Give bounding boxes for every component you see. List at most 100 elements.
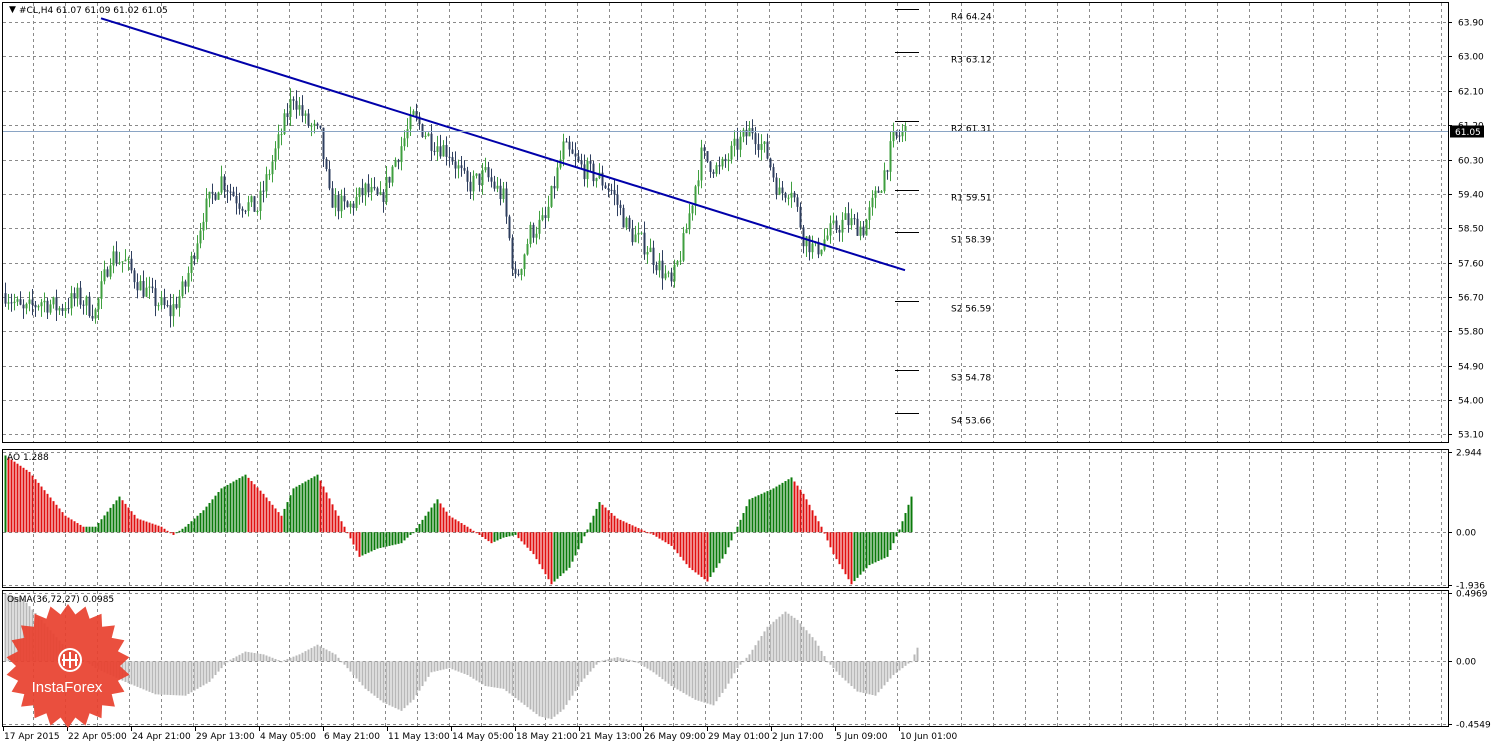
histogram-bar — [58, 508, 61, 533]
histogram-bar — [214, 661, 217, 676]
histogram-bar — [808, 504, 811, 533]
candle-body — [85, 296, 88, 306]
candle-body — [187, 272, 190, 287]
ao-panel-frame — [2, 449, 1449, 588]
y-tick-label: 61.20 — [1458, 122, 1484, 132]
candle-body — [445, 145, 448, 157]
histogram-bar — [760, 493, 763, 533]
histogram-bar — [274, 658, 277, 662]
candle-body — [646, 252, 649, 255]
candle-body — [313, 123, 316, 126]
histogram-bar — [520, 661, 523, 703]
histogram-bar — [187, 523, 190, 533]
candle-body — [877, 190, 880, 193]
histogram-bar — [67, 517, 70, 533]
histogram-bar — [517, 661, 520, 701]
candle-body — [130, 258, 133, 271]
histogram-bar — [253, 652, 256, 662]
candle-body — [682, 233, 685, 261]
histogram-bar — [862, 661, 865, 693]
candle-body — [343, 195, 346, 202]
histogram-bar — [541, 661, 544, 718]
histogram-bar — [427, 511, 430, 533]
candle-body — [253, 196, 256, 212]
histogram-bar — [715, 661, 718, 702]
x-tick-label: 29 May 01:00 — [708, 732, 770, 742]
histogram-bar — [718, 532, 721, 564]
histogram-bar — [763, 631, 766, 662]
histogram-bar — [616, 518, 619, 533]
ao-axis: 2.944 0.00 -1.936 — [1448, 449, 1485, 592]
candle-body — [394, 159, 397, 167]
histogram-bar — [427, 661, 430, 677]
candle-body — [400, 146, 403, 163]
candle-body — [631, 228, 634, 243]
histogram-bar — [109, 507, 112, 533]
candle-body — [529, 224, 532, 244]
histogram-bar — [814, 640, 817, 662]
histogram-bar — [868, 532, 871, 566]
candle-body — [487, 167, 490, 178]
candle-body — [667, 272, 670, 274]
candle-body — [277, 134, 280, 149]
candle-body — [457, 165, 460, 169]
histogram-bar — [457, 521, 460, 533]
trendline-segment[interactable] — [100, 17, 906, 272]
histogram-bar — [817, 521, 820, 533]
histogram-bar — [91, 526, 94, 533]
histogram-bar — [184, 526, 187, 533]
histogram-bar — [646, 661, 649, 669]
histogram-bar — [835, 532, 838, 560]
histogram-bar — [4, 593, 7, 662]
histogram-bar — [604, 507, 607, 533]
candle-body — [163, 297, 166, 306]
histogram-bar — [724, 661, 727, 689]
menu-triangle-icon[interactable]: ▼ — [9, 5, 16, 15]
histogram-bar — [364, 661, 367, 689]
histogram-bar — [166, 661, 169, 695]
ao-panel-grid — [3, 450, 1448, 587]
histogram-bar — [829, 532, 832, 548]
histogram-bar — [322, 647, 325, 662]
candle-body — [463, 168, 466, 171]
candle-body — [595, 178, 598, 182]
histogram-bar — [682, 661, 685, 693]
histogram-bar — [13, 596, 16, 662]
candle-body — [58, 308, 61, 311]
candle-body — [610, 189, 613, 191]
histogram-bar — [760, 636, 763, 662]
candle-body — [4, 293, 7, 304]
candle-body — [622, 207, 625, 228]
histogram-bar — [502, 532, 505, 538]
histogram-bar — [823, 532, 826, 534]
histogram-bar — [115, 500, 118, 533]
candle-body — [448, 156, 451, 158]
histogram-bar — [331, 652, 334, 662]
histogram-bar — [664, 532, 667, 543]
candle-body — [469, 181, 472, 192]
histogram-bar — [619, 519, 622, 533]
histogram-bar — [193, 518, 196, 533]
candle-body — [847, 213, 850, 226]
histogram-bar — [301, 652, 304, 662]
histogram-bar — [667, 532, 670, 545]
candle-body — [751, 127, 754, 134]
histogram-bar — [484, 532, 487, 540]
histogram-bar — [307, 479, 310, 533]
histogram-bar — [868, 661, 871, 695]
histogram-bar — [610, 513, 613, 533]
candle-body — [436, 146, 439, 152]
histogram-bar — [4, 455, 7, 533]
histogram-bar — [583, 661, 586, 679]
pivot-label-s4: S4 53.66 — [951, 417, 991, 427]
histogram-bar — [325, 492, 328, 533]
osma-histogram — [4, 593, 919, 720]
histogram-bar — [292, 488, 295, 533]
candle-body — [202, 221, 205, 231]
histogram-bar — [244, 474, 247, 533]
candle-body — [538, 219, 541, 234]
histogram-bar — [445, 661, 448, 669]
histogram-bar — [499, 532, 502, 540]
pivot-label-s2: S2 56.59 — [951, 305, 991, 315]
histogram-bar — [757, 640, 760, 662]
